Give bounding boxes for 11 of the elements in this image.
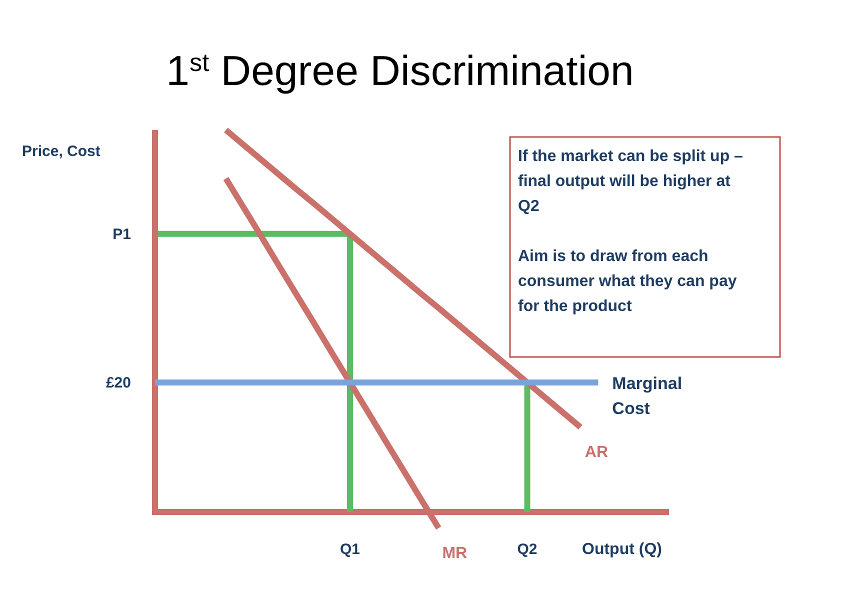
y-axis-title: Price, Cost: [22, 143, 100, 160]
series-label: MR: [442, 545, 468, 562]
x-axis-title: Output (Q): [582, 541, 662, 558]
text: If the market can be split up – final output will be higher at Q2 Aim is to draw from each consumer what they can pay for the product: [518, 148, 743, 315]
x-tick-label: Q1: [340, 541, 360, 558]
ref-line-label: P1: [112, 226, 131, 243]
x-tick-label: Q2: [517, 541, 538, 558]
chart-title: 1$^{st}$ Degree Discrimination: [166, 47, 634, 94]
series-label: AR: [584, 444, 608, 462]
series-label: Marginal Cost: [612, 372, 684, 420]
text: £20: [106, 374, 131, 392]
